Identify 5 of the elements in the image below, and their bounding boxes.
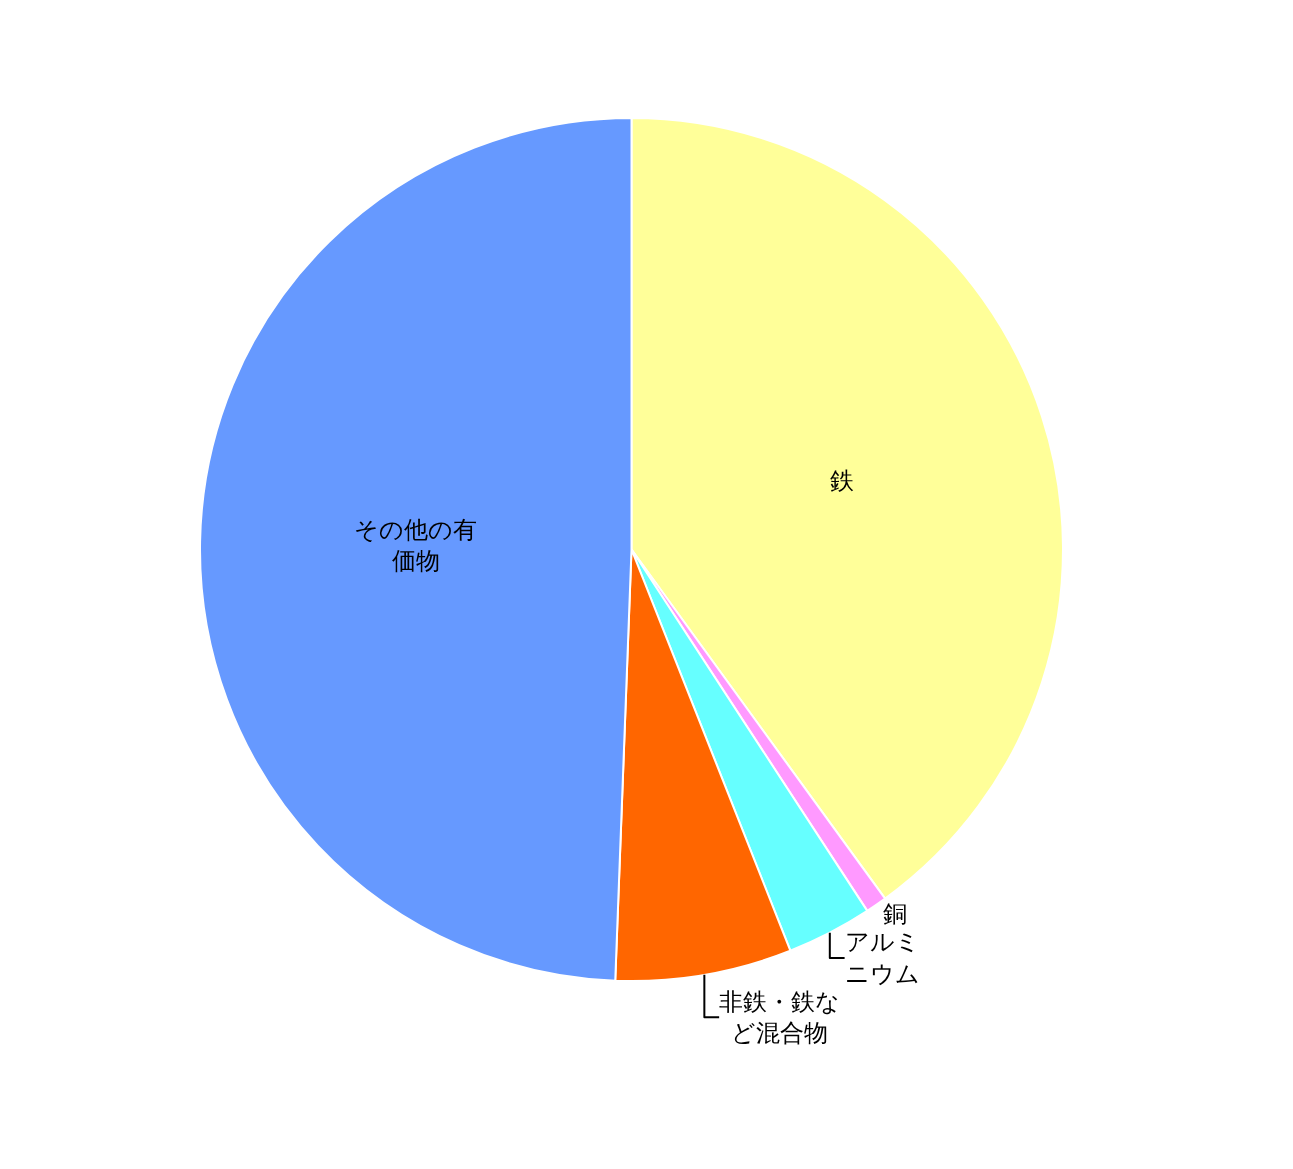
slice-label: その他の有価物	[354, 515, 478, 576]
slice-label: 銅	[883, 900, 908, 929]
slice-label: 鉄	[829, 467, 854, 496]
slice-label: 非鉄・鉄など混合物	[719, 987, 841, 1047]
slice-label: アルミニウム	[844, 928, 920, 988]
